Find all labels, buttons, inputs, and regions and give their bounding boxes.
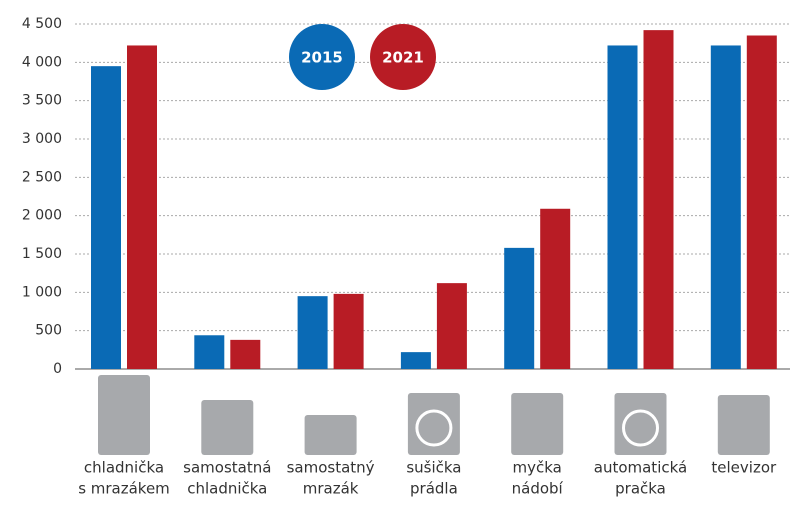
x-tick-label: chladnička: [84, 459, 164, 477]
y-tick-label: 3 500: [22, 93, 62, 109]
y-tick-label: 4 000: [22, 54, 62, 70]
bar: [333, 293, 364, 369]
bar: [297, 296, 328, 369]
icon-detail: [622, 409, 659, 447]
x-tick-label: myčka: [513, 459, 562, 477]
bar: [607, 45, 638, 369]
bar: [504, 247, 535, 369]
icon-detail: [415, 409, 453, 447]
bar: [710, 45, 741, 369]
x-tick-label: sušička: [406, 459, 461, 477]
x-tick-label: televizor: [711, 459, 777, 477]
y-tick-label: 1 500: [22, 246, 62, 262]
bar: [643, 30, 674, 370]
x-tick-label: chladnička: [187, 480, 267, 498]
icon: [201, 400, 254, 455]
icon: [304, 415, 357, 455]
bar: [127, 45, 157, 369]
bar: [400, 352, 431, 369]
x-tick-label: samostatný: [287, 459, 375, 477]
bar: [230, 339, 261, 369]
bar: [746, 35, 777, 369]
legend-marker: [289, 24, 355, 90]
bar: [436, 283, 467, 369]
x-tick-label: pračka: [615, 480, 666, 498]
icon: [717, 395, 770, 455]
x-tick-label: prádla: [410, 480, 458, 498]
bar: [540, 208, 571, 369]
bar: [194, 335, 225, 369]
x-tick-label: automatická: [594, 459, 687, 477]
y-tick-label: 0: [53, 361, 62, 377]
icon: [511, 393, 564, 455]
x-tick-label: mrazák: [303, 480, 359, 498]
legend-marker: [370, 24, 436, 90]
y-tick-label: 4 500: [22, 16, 62, 32]
x-tick-label: samostatná: [183, 459, 271, 477]
y-tick-label: 2 000: [22, 208, 62, 224]
x-tick-label: s mrazákem: [78, 480, 170, 498]
y-tick-label: 2 500: [22, 169, 62, 185]
bar: [91, 66, 121, 370]
y-tick-label: 3 000: [22, 131, 62, 147]
legend-text: 2021: [382, 49, 424, 67]
x-tick-label: nádobí: [512, 480, 564, 498]
y-tick-label: 1 000: [22, 284, 62, 300]
legend-text: 2015: [301, 49, 343, 67]
y-tick-label: 500: [35, 323, 62, 339]
icon: [98, 375, 150, 455]
